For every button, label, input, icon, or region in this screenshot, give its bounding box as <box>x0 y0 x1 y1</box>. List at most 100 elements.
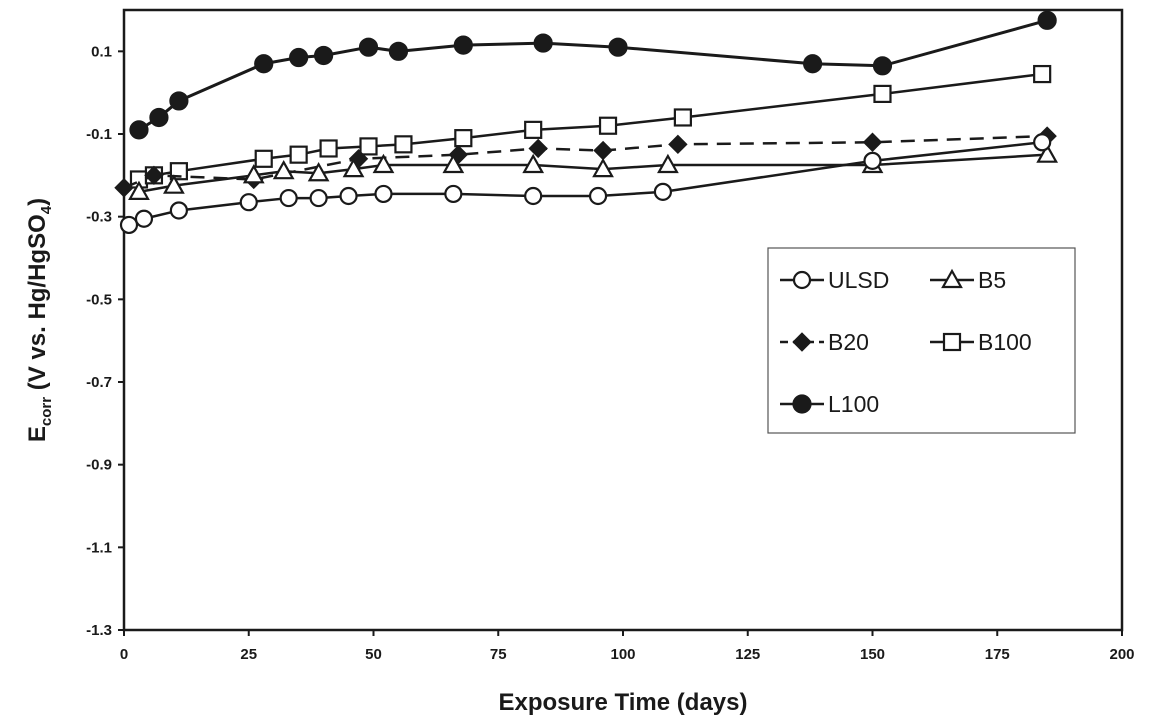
data-point-b100 <box>454 129 473 148</box>
data-point-b100 <box>873 84 892 104</box>
data-point-ulsd <box>863 151 882 170</box>
data-point-ulsd <box>1033 133 1052 152</box>
data-point-b20 <box>668 134 688 155</box>
data-point-l100 <box>289 47 309 68</box>
data-point-ulsd <box>374 184 393 204</box>
data-point-ulsd <box>169 201 188 220</box>
data-point-b100 <box>1033 64 1052 84</box>
legend-marker-b100 <box>942 332 962 352</box>
data-point-l100 <box>129 120 149 140</box>
series-ulsd <box>119 133 1052 235</box>
y-tick-label: -0.5 <box>86 291 112 308</box>
data-point-ulsd <box>524 186 543 206</box>
data-point-ulsd <box>444 184 463 204</box>
data-point-ulsd <box>119 215 139 235</box>
data-point-ulsd <box>279 188 298 208</box>
series-layer <box>114 10 1059 235</box>
legend-label-b20: B20 <box>828 329 869 355</box>
data-point-l100 <box>453 35 473 55</box>
series-line-ulsd <box>128 141 1043 227</box>
legend-marker-b20 <box>792 332 812 352</box>
data-point-ulsd <box>239 193 258 212</box>
data-point-b5 <box>163 174 185 194</box>
data-point-b5 <box>342 157 365 178</box>
series-b5 <box>128 143 1059 200</box>
x-tick-label: 75 <box>490 646 507 663</box>
data-point-l100 <box>872 56 893 76</box>
data-point-l100 <box>254 54 274 74</box>
x-tick-label: 50 <box>365 646 382 663</box>
data-point-ulsd <box>309 188 328 208</box>
data-point-l100 <box>169 91 189 111</box>
data-point-l100 <box>388 41 409 61</box>
data-point-b5 <box>1036 143 1059 163</box>
data-point-b100 <box>319 139 338 158</box>
data-point-ulsd <box>134 209 154 228</box>
legend-item-l100: L100 <box>780 391 879 417</box>
data-point-b5 <box>372 153 395 174</box>
data-point-b5 <box>272 159 295 180</box>
series-b100 <box>129 64 1052 189</box>
y-tick-label: -0.9 <box>86 457 112 474</box>
data-point-b100 <box>394 135 413 154</box>
x-tick-label: 0 <box>120 646 128 663</box>
data-point-b100 <box>673 108 692 127</box>
data-point-l100 <box>803 54 823 74</box>
legend-item-b20: B20 <box>780 329 869 355</box>
data-point-ulsd <box>653 182 673 201</box>
data-point-ulsd <box>588 186 608 206</box>
legend-item-b5: B5 <box>930 267 1006 293</box>
legend-item-ulsd: ULSD <box>780 267 889 293</box>
x-tick-label: 100 <box>610 646 635 663</box>
series-line-b20 <box>123 134 1048 189</box>
data-point-l100 <box>314 45 334 66</box>
data-point-b5 <box>522 153 545 174</box>
series-l100 <box>129 10 1057 140</box>
data-point-b20 <box>528 138 548 159</box>
legend: ULSD B5 B20 B100 L100 <box>767 247 1076 434</box>
y-tick-label: -1.3 <box>86 622 112 639</box>
legend-items: ULSD B5 B20 B100 L100 <box>780 267 1032 417</box>
data-point-l100 <box>149 107 169 128</box>
data-point-b5 <box>657 153 679 174</box>
legend-item-b100: B100 <box>930 329 1032 355</box>
legend-marker-b5 <box>941 268 963 289</box>
data-point-b20 <box>114 178 134 198</box>
y-axis-title: Ecorr (V vs. Hg/HgSO4) <box>24 198 55 442</box>
legend-label-l100: L100 <box>828 391 879 417</box>
y-tick-label: -0.3 <box>86 209 112 226</box>
data-point-b100 <box>524 120 543 139</box>
series-line-b100 <box>138 72 1043 181</box>
series-line-l100 <box>138 18 1048 132</box>
x-tick-label: 25 <box>240 646 257 663</box>
data-point-b5 <box>307 162 330 182</box>
data-point-b5 <box>442 153 465 174</box>
data-point-b5 <box>242 164 265 184</box>
data-point-l100 <box>608 37 628 57</box>
y-tick-label: -0.1 <box>86 126 112 143</box>
axis-ticks: 0 25 50 75 100 125 150 175 200 0.1 -0.1 -0.3 -0.5 -0.… <box>86 43 1134 663</box>
data-point-b5 <box>592 157 614 178</box>
data-point-b100 <box>254 149 273 168</box>
legend-label-b5: B5 <box>978 267 1006 293</box>
x-axis-title: Exposure Time (days) <box>499 689 748 716</box>
legend-label-b100: B100 <box>978 329 1032 355</box>
x-tick-label: 175 <box>985 646 1010 663</box>
x-tick-label: 125 <box>735 646 760 663</box>
data-point-b20 <box>144 165 164 186</box>
data-point-b100 <box>359 137 378 156</box>
y-tick-label: -0.7 <box>86 374 112 391</box>
data-point-b100 <box>598 116 618 135</box>
legend-marker-ulsd <box>792 270 812 290</box>
data-point-b5 <box>128 180 150 200</box>
data-point-l100 <box>1037 10 1057 30</box>
data-point-b100 <box>289 145 308 164</box>
y-tick-label: -1.1 <box>86 539 112 556</box>
x-tick-label: 200 <box>1109 646 1134 663</box>
data-point-ulsd <box>339 186 358 206</box>
legend-label-ulsd: ULSD <box>828 267 889 293</box>
x-tick-label: 150 <box>860 646 885 663</box>
data-point-b20 <box>862 132 883 152</box>
data-point-l100 <box>358 37 379 57</box>
